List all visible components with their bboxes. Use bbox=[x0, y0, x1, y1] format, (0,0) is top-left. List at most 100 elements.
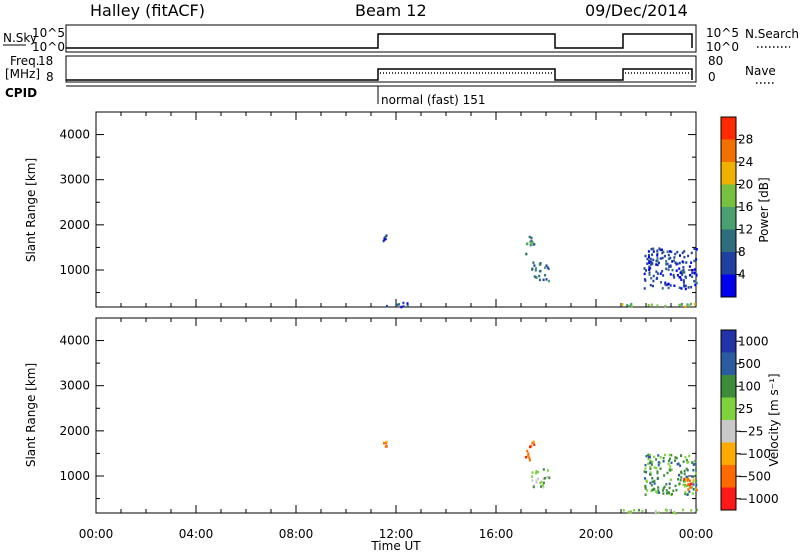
velocity-echo-cell bbox=[645, 470, 648, 474]
cpid-label: CPID bbox=[5, 86, 37, 100]
velocity-echo-cell bbox=[657, 463, 660, 467]
velocity-echo-cell bbox=[692, 483, 695, 486]
power-echo-cell bbox=[678, 261, 681, 265]
velocity-echo-cell bbox=[669, 478, 672, 481]
power-echo-cell bbox=[547, 267, 550, 271]
velocity-echo-cell bbox=[663, 453, 666, 457]
power-echo-cell bbox=[669, 284, 672, 287]
velocity-echo-cell bbox=[528, 459, 531, 462]
velocity-echo-cell bbox=[662, 487, 665, 490]
power-echo-cell bbox=[646, 262, 649, 265]
power-echo-cell bbox=[655, 263, 658, 266]
velocity-echo-cell bbox=[692, 480, 695, 483]
velocity-echo-cell bbox=[683, 472, 686, 476]
power-echo-cell bbox=[398, 303, 400, 306]
power-echo-cell bbox=[690, 261, 693, 264]
power-echo-cell bbox=[681, 251, 684, 255]
power-echo-cell bbox=[666, 262, 669, 266]
time-tick-label: 16:00 bbox=[479, 527, 514, 541]
velocity-echo-cell bbox=[691, 461, 694, 464]
velocity-echo-cell bbox=[643, 470, 646, 473]
power-echo-cell bbox=[675, 263, 678, 266]
velocity-echo-cell bbox=[670, 453, 673, 457]
velocity-echo-cell bbox=[655, 490, 658, 493]
power-echo-cell bbox=[694, 283, 697, 287]
velocity-echo-cell bbox=[686, 493, 689, 496]
power-echo-cell bbox=[631, 305, 633, 308]
velocity-echo-cell bbox=[649, 467, 652, 470]
velocity-echo-cell bbox=[672, 511, 675, 514]
velocity-echo-cell bbox=[649, 471, 652, 474]
velocity-echo-cell bbox=[666, 471, 669, 475]
power-echo-cell bbox=[695, 274, 698, 277]
velocity-echo-cell bbox=[679, 478, 682, 482]
power-echo-cell bbox=[682, 281, 685, 284]
velocity-echo-cell bbox=[649, 481, 652, 485]
power-echo-cell bbox=[533, 264, 536, 267]
velocity-echo-cell bbox=[687, 488, 690, 491]
power-echo-cell bbox=[691, 275, 694, 278]
power-echo-cell bbox=[659, 272, 662, 275]
velocity-echo-cell bbox=[665, 492, 668, 495]
power-echo-cell bbox=[684, 305, 687, 308]
velocity-echo-cell bbox=[383, 441, 385, 445]
time-tick-label: 00:00 bbox=[79, 527, 114, 541]
freq-trace bbox=[66, 68, 693, 81]
power-echo-cell bbox=[648, 273, 651, 276]
velocity-echo-cell bbox=[539, 481, 542, 485]
velocity-echo-cell bbox=[674, 512, 677, 515]
velocity-echo-cell bbox=[695, 472, 697, 475]
velocity-echo-cell bbox=[690, 509, 693, 512]
velocity-echo-cell bbox=[678, 474, 680, 477]
velocity-echo-cell bbox=[687, 483, 690, 486]
velocity-echo-cell bbox=[647, 455, 650, 459]
velocity-echo-cell bbox=[684, 492, 687, 496]
velocity-echo-cell bbox=[674, 456, 677, 459]
power-echo-cell bbox=[661, 287, 664, 290]
power-echo-cell bbox=[666, 250, 669, 253]
power-echo-cell bbox=[538, 269, 541, 273]
velocity-echo-cell bbox=[654, 512, 657, 515]
velocity-colorbar-swatch bbox=[721, 487, 736, 511]
velocity-echo-cell bbox=[694, 459, 697, 463]
power-echo-cell bbox=[656, 252, 659, 255]
velocity-echo-cell bbox=[526, 449, 529, 453]
velocity-echo-cell bbox=[647, 453, 650, 457]
power-echo-cell bbox=[643, 287, 646, 290]
power-echo-cell bbox=[683, 271, 686, 274]
velocity-echo-cell bbox=[651, 460, 654, 464]
power-echo-cell bbox=[679, 271, 682, 275]
power-echo-cell bbox=[664, 281, 667, 285]
power-echo-cell bbox=[656, 304, 659, 307]
nsky-strip: N.Sky 10^5 10^0 10^5 10^0 N.Search bbox=[3, 24, 799, 54]
power-echo-cell bbox=[532, 261, 535, 264]
velocity-echo-cell bbox=[667, 459, 670, 463]
velocity-echo-cell bbox=[537, 477, 540, 481]
power-echo-cell bbox=[648, 271, 651, 274]
power-echo-cell bbox=[669, 273, 672, 276]
velocity-echo-cell bbox=[644, 463, 647, 467]
velocity-colorbar-tick-label: −500 bbox=[738, 469, 771, 483]
power-echo-cell bbox=[660, 248, 663, 251]
velocity-echo-cell bbox=[688, 486, 691, 489]
power-echo-cell bbox=[402, 305, 405, 308]
nsky-tick-high: 10^5 bbox=[32, 26, 65, 40]
velocity-echo-cell bbox=[656, 471, 659, 475]
velocity-echo-cell bbox=[649, 465, 652, 469]
velocity-echo-cell bbox=[531, 441, 534, 445]
power-echo-cell bbox=[533, 275, 536, 278]
power-echo-cell bbox=[682, 268, 685, 272]
velocity-echo-cell bbox=[663, 485, 666, 489]
velocity-echo-cell bbox=[670, 468, 673, 471]
velocity-echo-cell bbox=[683, 469, 686, 473]
nave-label: Nave bbox=[745, 64, 776, 78]
velocity-echo-cell bbox=[668, 491, 671, 495]
power-ylabel: Slant Range [km] bbox=[24, 158, 38, 262]
power-colorbar-swatch bbox=[721, 117, 736, 140]
power-echo-cell bbox=[655, 270, 658, 273]
power-echo-cell bbox=[678, 286, 681, 289]
velocity-echo-cell bbox=[655, 458, 658, 461]
power-echo-cell bbox=[406, 304, 409, 307]
power-echo-cell bbox=[656, 249, 659, 252]
velocity-echo-cell bbox=[532, 485, 535, 489]
